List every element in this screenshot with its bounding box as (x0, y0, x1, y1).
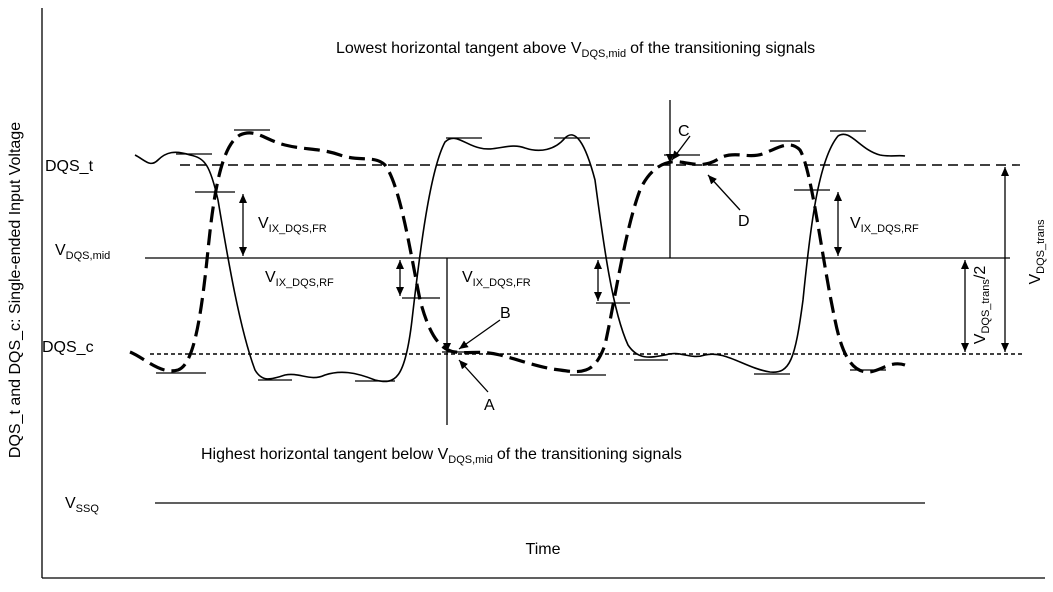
measure-label: VIX_DQS,FR (258, 215, 327, 235)
suffix: /2 (972, 266, 989, 279)
subscript: DQS_trans (980, 279, 992, 334)
point-label: A (484, 397, 495, 414)
measure-arrows (239, 100, 1009, 425)
note-text: of the transitioning signals (497, 446, 682, 463)
symbol: V (265, 269, 276, 286)
subscript: DQS,mid (448, 454, 493, 466)
subscript: DQS_trans (1035, 219, 1047, 274)
subscript: SSQ (76, 503, 100, 515)
symbol: V (65, 495, 76, 512)
point-label: B (500, 305, 511, 322)
note-text: of the transitioning signals (630, 40, 815, 57)
swing-full-label: VDQS_trans (1027, 219, 1047, 285)
y-axis-label: DQS_t and DQS_c: Single-ended Input Volt… (7, 122, 24, 458)
subscript: DQS,mid (582, 48, 627, 60)
x-axis-label: Time (526, 541, 561, 558)
symbol: V (850, 215, 861, 232)
symbol: V (462, 269, 473, 286)
vssq-label: VSSQ (65, 495, 99, 515)
measure-label: VIX_DQS,FR (462, 269, 531, 289)
measure-label: VIX_DQS,RF (265, 269, 334, 289)
subscript: DQS,mid (66, 250, 111, 262)
note-text: Highest horizontal tangent below V (201, 446, 449, 463)
note-top: Lowest horizontal tangent above VDQS,mid… (336, 40, 815, 60)
subscript: IX_DQS,FR (473, 277, 531, 289)
dqs-c-label: DQS_c (42, 339, 94, 356)
symbol: V (1027, 274, 1044, 285)
note-text: Lowest horizontal tangent above V (336, 40, 582, 57)
dqs-t-signal (134, 133, 906, 383)
point-label: C (678, 123, 690, 140)
dqs-c-signal (129, 131, 906, 374)
vdqs-mid-label: VDQS,mid (55, 242, 110, 262)
subscript: IX_DQS,RF (276, 277, 334, 289)
symbol: V (972, 333, 989, 344)
symbol: V (258, 215, 269, 232)
dqs-t-label: DQS_t (45, 158, 94, 175)
note-bottom: Highest horizontal tangent below VDQS,mi… (201, 446, 682, 466)
measure-label: VIX_DQS,RF (850, 215, 919, 235)
subscript: IX_DQS,RF (861, 223, 919, 235)
point-label: D (738, 213, 750, 230)
subscript: IX_DQS,FR (269, 223, 327, 235)
swing-half-label: VDQS_trans/2 (972, 266, 992, 345)
tangent-marks (156, 129, 886, 382)
symbol: V (55, 242, 66, 259)
